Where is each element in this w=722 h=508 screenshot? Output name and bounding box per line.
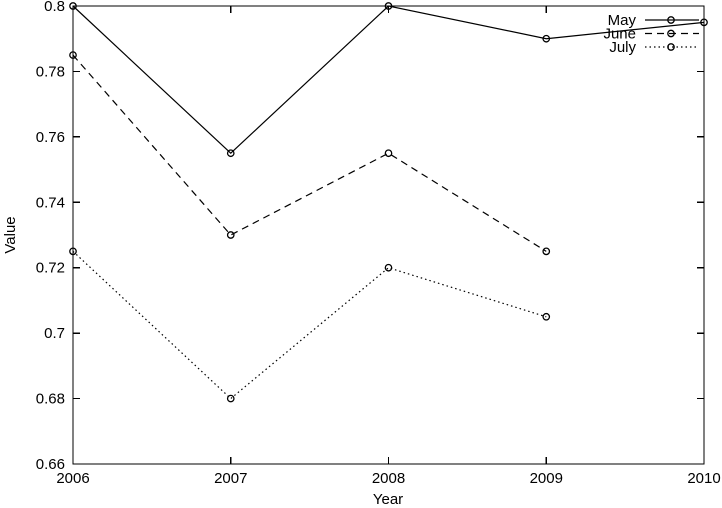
marker-may-2009 (542, 34, 551, 43)
marker-may-2007 (226, 149, 235, 158)
legend-marker-june (667, 29, 675, 38)
y-tick-label: 0.8 (44, 0, 65, 15)
y-axis-label: Value (2, 216, 19, 253)
x-tick-label: 2010 (687, 470, 720, 487)
y-tick-label: 0.76 (36, 129, 65, 146)
series-line-july (72, 250, 547, 400)
marker-june-2006 (69, 51, 77, 59)
marker-june-2008 (384, 149, 393, 158)
marker-may-2008 (384, 2, 393, 10)
y-tick-label: 0.68 (36, 391, 65, 408)
marker-june-2007 (226, 231, 235, 239)
x-tick-label: 2008 (372, 470, 405, 487)
y-tick-label: 0.72 (36, 260, 65, 277)
marker-july-2008 (384, 263, 393, 272)
legend-label-july: July (609, 39, 636, 56)
x-tick-label: 2007 (214, 470, 247, 487)
marker-may-2006 (69, 2, 77, 10)
y-tick-label: 0.74 (36, 194, 65, 211)
legend-marker-may (667, 16, 675, 24)
legend-marker-july (667, 43, 675, 51)
y-tick-label: 0.66 (36, 456, 65, 473)
y-tick-label: 0.7 (44, 325, 65, 342)
series-line-june (72, 54, 547, 252)
x-tick-label: 2009 (530, 470, 563, 487)
legend-label-june: June (603, 26, 636, 43)
legend-label-may: May (608, 12, 637, 29)
plot-border (72, 5, 705, 465)
marker-july-2007 (226, 394, 235, 403)
marker-july-2006 (69, 247, 77, 256)
marker-july-2009 (542, 312, 551, 321)
series-line-may (72, 5, 705, 155)
y-tick-label: 0.78 (36, 63, 65, 80)
marker-may-2010 (700, 18, 708, 27)
x-tick-label: 2006 (56, 470, 89, 487)
x-axis-label: Year (373, 491, 403, 508)
marker-june-2009 (542, 247, 551, 256)
